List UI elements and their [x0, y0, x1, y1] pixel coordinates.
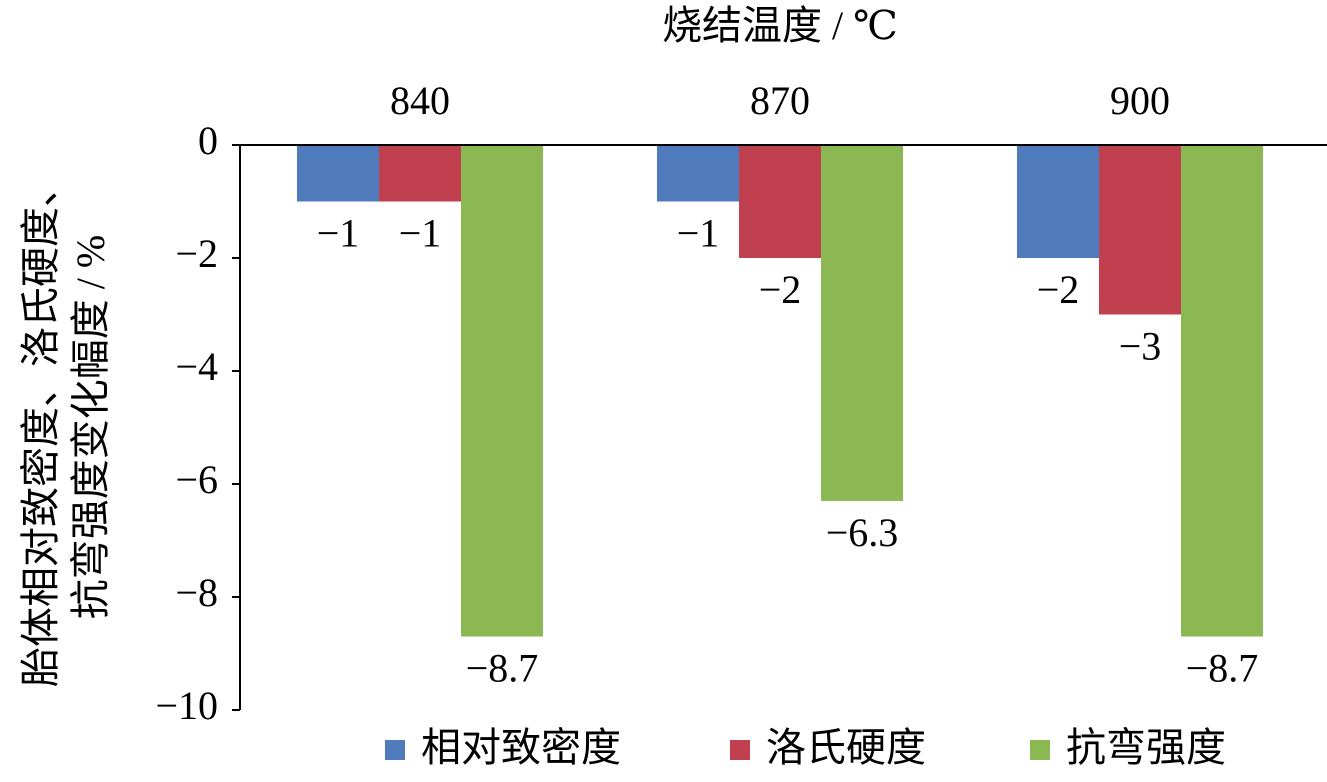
data-label: −2 — [1037, 267, 1080, 312]
legend-swatch — [730, 740, 750, 760]
y-axis-label-line: 抗弯强度变化幅度 / % — [68, 235, 113, 619]
y-tick-label: 0 — [198, 118, 218, 163]
bar — [1017, 145, 1099, 258]
y-axis-label-line: 胎体相对致密度、洛氏硬度、 — [18, 167, 63, 687]
legend-swatch — [385, 740, 405, 760]
y-tick-label: −4 — [175, 344, 218, 389]
legend-label: 洛氏硬度 — [766, 725, 926, 770]
bar — [461, 145, 543, 637]
x-tick-label: 900 — [1110, 78, 1170, 123]
data-label: −3 — [1119, 324, 1162, 369]
data-label: −6.3 — [826, 510, 899, 555]
data-label: −1 — [677, 211, 720, 256]
x-tick-label: 870 — [750, 78, 810, 123]
bar — [739, 145, 821, 258]
y-tick-label: −6 — [175, 457, 218, 502]
legend-label: 相对致密度 — [421, 725, 621, 770]
bar — [297, 145, 379, 202]
chart-title: 烧结温度 / ℃ — [662, 3, 898, 48]
bar — [821, 145, 903, 501]
data-label: −1 — [317, 211, 360, 256]
data-label: −8.7 — [466, 646, 539, 691]
bar — [1181, 145, 1263, 637]
legend-swatch — [1030, 740, 1050, 760]
bar — [1099, 145, 1181, 315]
y-tick-label: −2 — [175, 231, 218, 276]
bar — [379, 145, 461, 202]
bar — [657, 145, 739, 202]
x-tick-label: 840 — [390, 78, 450, 123]
legend-label: 抗弯强度 — [1066, 725, 1226, 770]
data-label: −8.7 — [1186, 646, 1259, 691]
y-tick-label: −8 — [175, 570, 218, 615]
data-label: −1 — [399, 211, 442, 256]
data-label: −2 — [759, 267, 802, 312]
y-tick-label: −10 — [155, 683, 218, 728]
y-axis-label: 胎体相对致密度、洛氏硬度、 抗弯强度变化幅度 / % — [18, 167, 113, 687]
